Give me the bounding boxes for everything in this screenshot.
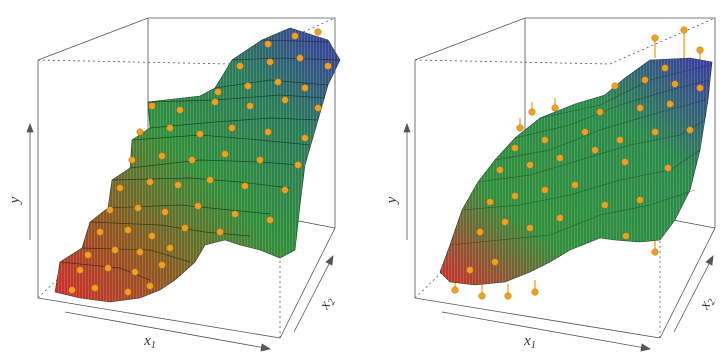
left-z-axis-label: x2	[316, 294, 338, 314]
right-smooth-surface	[439, 57, 713, 286]
left-y-axis-label: y	[7, 196, 23, 205]
right-y-axis-label: y	[384, 196, 400, 205]
left-axes	[26, 122, 334, 352]
right-z-axis-label: x2	[696, 294, 718, 314]
left-data-points	[68, 28, 332, 296]
left-step-surface	[54, 27, 341, 303]
left-x-axis-label: x1	[143, 333, 156, 351]
right-data-points	[451, 26, 704, 300]
left-panel: y x1 x2	[7, 17, 341, 352]
right-panel: y x1 x2	[384, 17, 718, 352]
right-axes	[403, 122, 714, 352]
right-x-axis-label: x1	[523, 333, 536, 351]
